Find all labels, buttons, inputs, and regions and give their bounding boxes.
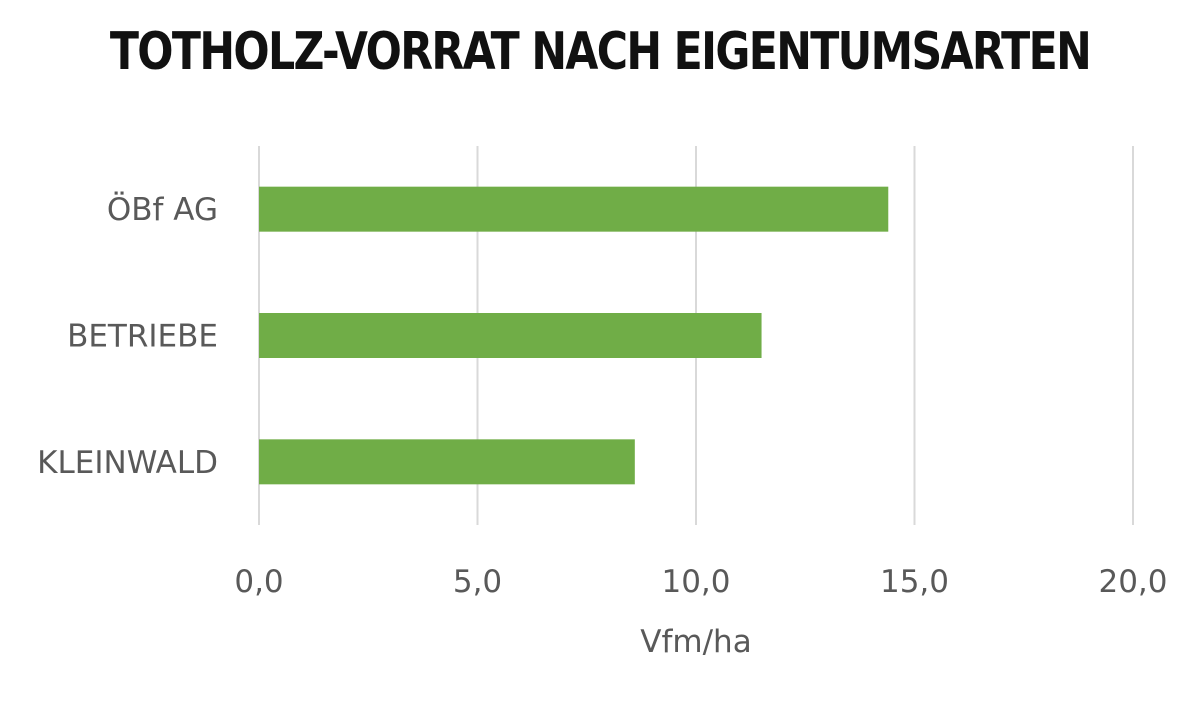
category-label-2: KLEINWALD [37, 445, 218, 481]
bars [259, 186, 889, 485]
category-label-0: ÖBf AG [107, 191, 218, 228]
category-labels: ÖBf AG BETRIEBE KLEINWALD [37, 191, 218, 481]
category-label-1: BETRIEBE [67, 319, 218, 355]
bar-1 [259, 313, 762, 358]
bar-0 [259, 186, 889, 232]
bar-2 [259, 439, 635, 485]
x-tick-label-0: 0,0 [234, 564, 283, 600]
x-tick-label-1: 5,0 [453, 564, 502, 600]
chart-title: TOTHOLZ-VORRAT NACH EIGENTUMSARTEN [109, 22, 1092, 82]
x-tick-label-2: 10,0 [661, 564, 730, 600]
x-tick-label-3: 15,0 [880, 564, 949, 600]
x-tick-label-4: 20,0 [1098, 564, 1167, 600]
x-axis-title: Vfm/ha [640, 624, 751, 660]
x-tick-labels: 0,0 5,0 10,0 15,0 20,0 [234, 564, 1167, 600]
